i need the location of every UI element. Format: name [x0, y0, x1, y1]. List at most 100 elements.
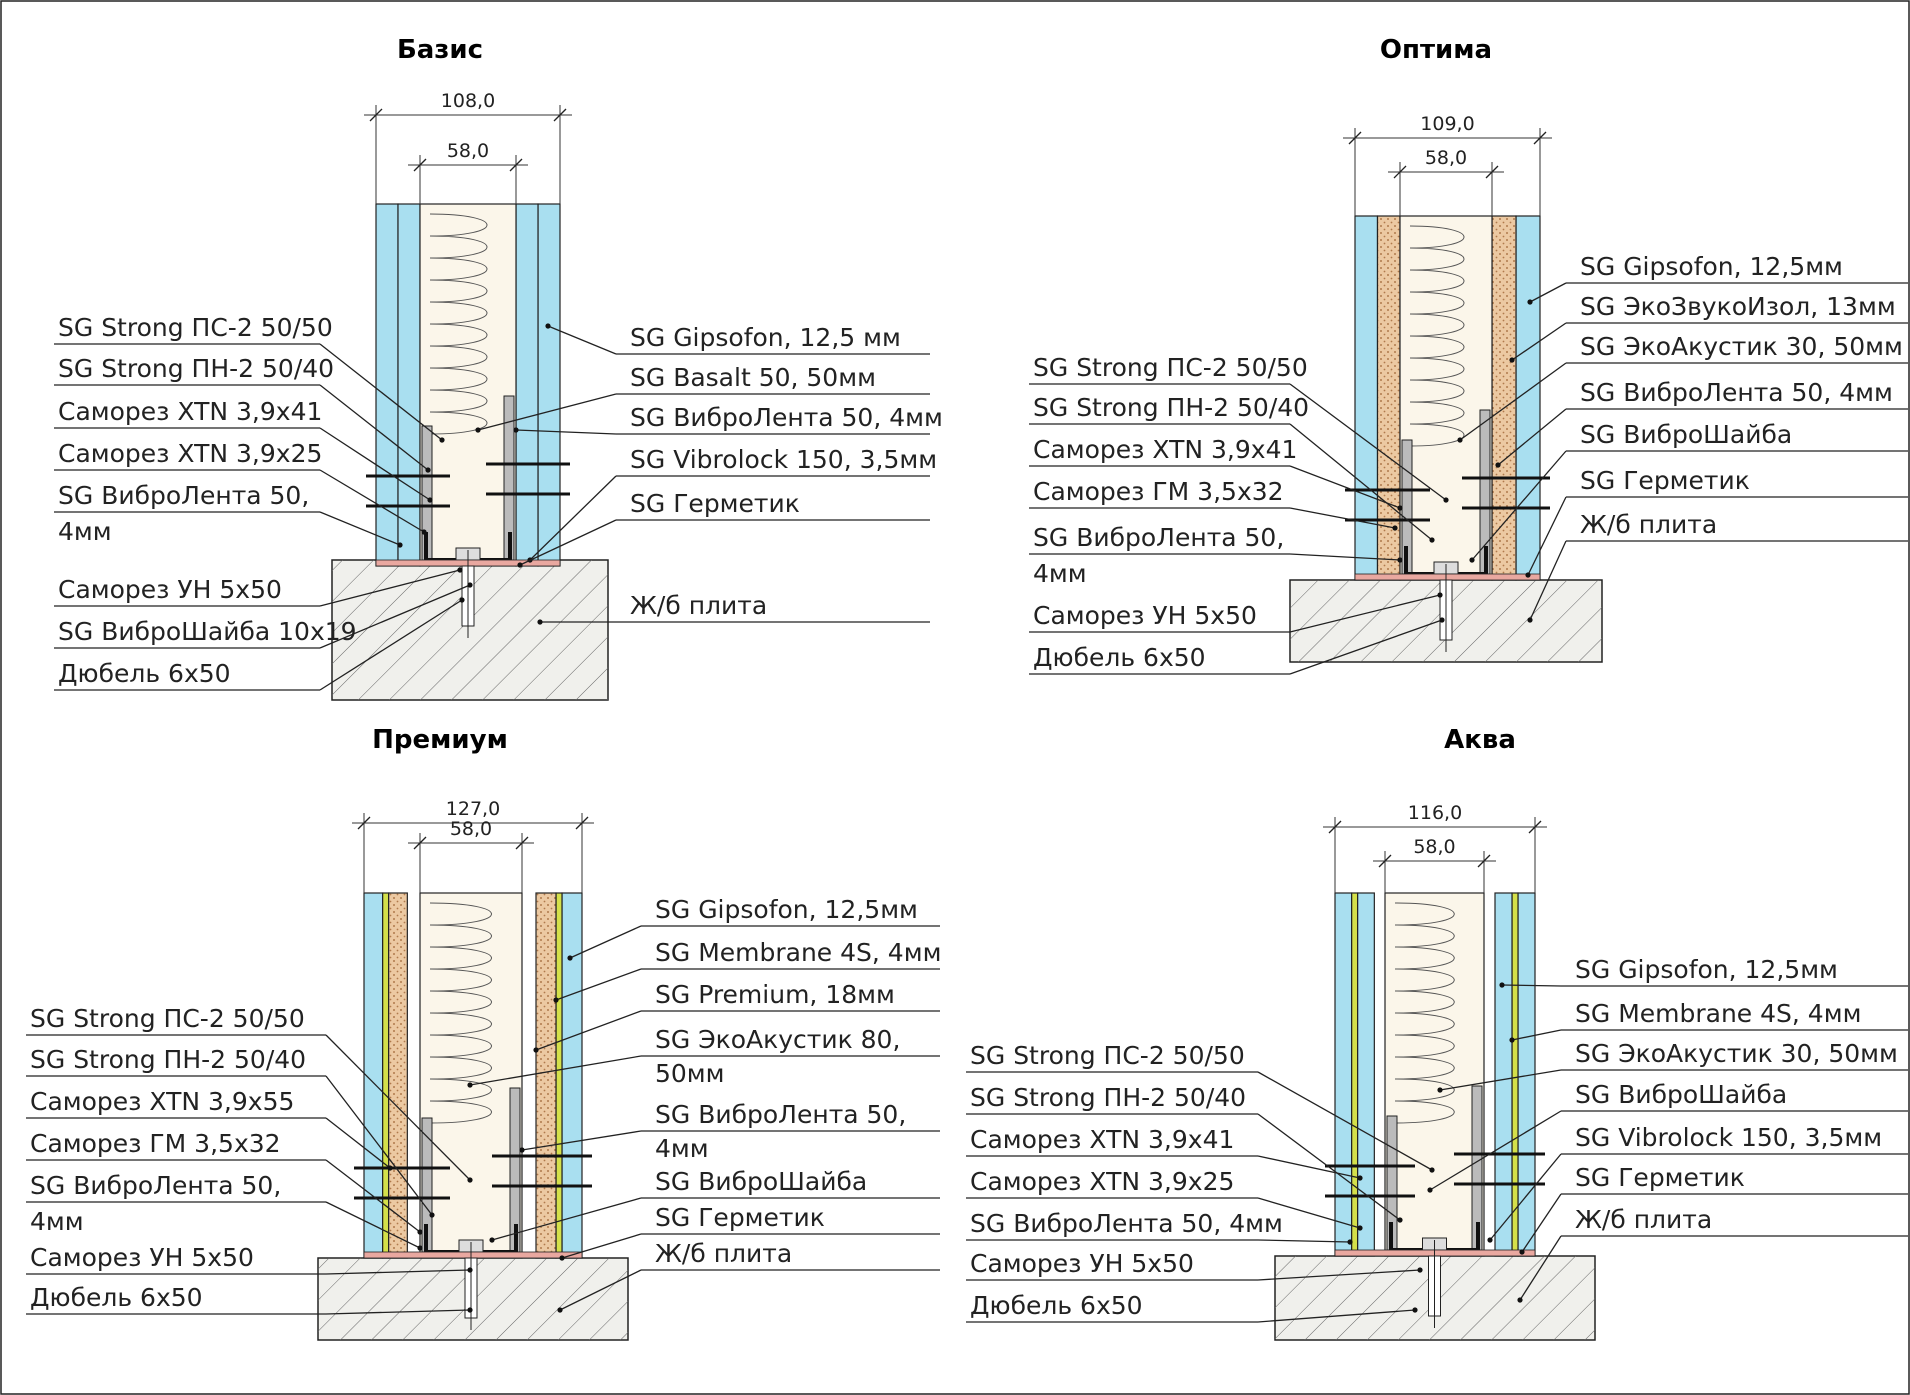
wool-pattern	[429, 213, 488, 435]
callout-label-left: SG Strong ПН-2 50/40	[970, 1083, 1246, 1112]
dimension-tick	[413, 836, 427, 850]
callout-label-left: SG Strong ПН-2 50/40	[30, 1045, 306, 1074]
callout-leader	[325, 1269, 471, 1275]
wall-layer	[1494, 892, 1513, 1257]
leader-dot	[489, 1237, 495, 1243]
callout-label-left: Саморез УН 5x50	[1033, 601, 1257, 630]
dimension-tick	[509, 158, 523, 172]
wall-layer	[1351, 892, 1359, 1257]
callout-leader	[1257, 1309, 1416, 1323]
callout-label-right: SG ЭкоЗвукоИзол, 13мм	[1580, 292, 1896, 321]
leader-dot	[457, 567, 463, 573]
leader-dot	[513, 427, 519, 433]
leader-dot	[1499, 982, 1505, 988]
callout-label-right: SG Gipsofon, 12,5 мм	[630, 323, 901, 352]
callout-leader	[1257, 1239, 1351, 1243]
callout-leader	[1519, 1235, 1562, 1301]
callout-leader	[521, 1130, 642, 1151]
dimension-inner: 58,0	[447, 140, 489, 162]
wall-layer	[1357, 892, 1375, 1257]
wool-pattern	[429, 902, 492, 1124]
callout-label-right: Ж/б плита	[1575, 1205, 1712, 1234]
callout-label-left: Дюбель 6x50	[1033, 643, 1206, 672]
leader-dot	[557, 1307, 563, 1313]
dimension-inner: 58,0	[1413, 836, 1455, 858]
callout-label-left: Саморез ГМ 3,5x32	[1033, 477, 1284, 506]
dimension-total: 109,0	[1420, 113, 1474, 135]
callout-label-right: 4мм	[655, 1134, 709, 1163]
callout-label-right: SG Vibrolock 150, 3,5мм	[1575, 1123, 1882, 1152]
callout-leader	[325, 1309, 471, 1315]
callout-label-right: SG Membrane 4S, 4мм	[655, 938, 941, 967]
leader-dot	[387, 1165, 393, 1171]
callout-leader	[555, 968, 642, 1001]
dimension-inner: 58,0	[450, 818, 492, 840]
callout-label-left: 4мм	[1033, 559, 1087, 588]
callout-leader	[1529, 282, 1567, 303]
wall-layer	[1491, 215, 1517, 581]
dimension-tick	[369, 108, 383, 122]
callout-leader	[319, 584, 471, 649]
callout-leader	[559, 1269, 642, 1311]
callout-label-left: Дюбель 6x50	[58, 659, 231, 688]
leader-dot	[397, 542, 403, 548]
wall-layer	[537, 203, 561, 567]
wall-layer	[375, 203, 399, 567]
leader-dot	[1437, 592, 1443, 598]
callout-leader	[529, 475, 617, 561]
callout-leader	[1471, 450, 1567, 561]
leader-dot	[1527, 299, 1533, 305]
callout-label-left: Дюбель 6x50	[970, 1291, 1143, 1320]
callout-label-right: SG Герметик	[630, 489, 800, 518]
leader-dot	[1443, 497, 1449, 503]
callout-label-right: SG ВиброЛента 50,	[655, 1100, 906, 1129]
callout-label-left: Саморез XTN 3,9x41	[1033, 435, 1297, 464]
leader-dot	[467, 1082, 473, 1088]
dimension-tick	[1485, 165, 1499, 179]
callout-leader	[325, 1117, 391, 1169]
callout-leader	[325, 1075, 433, 1216]
callout-label-right: SG Vibrolock 150, 3,5мм	[630, 445, 937, 474]
dimension-tick	[1348, 131, 1362, 145]
leader-dot	[1429, 1167, 1435, 1173]
callout-leader	[1521, 1193, 1562, 1253]
dimension-tick	[1328, 820, 1342, 834]
callout-label-left: Саморез УН 5x50	[30, 1243, 254, 1272]
dimension-tick	[553, 108, 567, 122]
wall-layer	[561, 892, 583, 1259]
leader-dot	[1519, 1249, 1525, 1255]
leader-dot	[1429, 537, 1435, 543]
callout-leader	[1289, 465, 1401, 509]
callout-leader	[1289, 553, 1401, 561]
leader-dot	[467, 1177, 473, 1183]
callout-leader	[1511, 322, 1567, 361]
leader-dot	[1397, 1217, 1403, 1223]
callout-leader	[1257, 1113, 1401, 1221]
leader-dot	[1427, 1187, 1433, 1193]
wall-layer	[388, 892, 408, 1259]
wall-layer	[555, 892, 563, 1259]
wool-pattern	[1394, 902, 1455, 1124]
dimension-total: 127,0	[446, 798, 500, 820]
callout-label-left: Саморез УН 5x50	[58, 575, 282, 604]
callout-label-left: SG ВиброЛента 50,	[30, 1171, 281, 1200]
leader-dot	[1527, 617, 1533, 623]
callout-leader	[1289, 383, 1447, 501]
callout-label-left: SG Strong ПС-2 50/50	[970, 1041, 1245, 1070]
callout-label-left: 4мм	[30, 1207, 84, 1236]
dimension-tick	[357, 816, 371, 830]
leader-dot	[1439, 617, 1445, 623]
callout-leader	[319, 343, 443, 441]
leader-dot	[567, 955, 573, 961]
callout-label-right: SG ВиброШайба	[655, 1167, 867, 1196]
dimension-total: 116,0	[1408, 802, 1462, 824]
callout-label-left: Саморез УН 5x50	[970, 1249, 1194, 1278]
callout-label-right: 50мм	[655, 1059, 725, 1088]
leader-dot	[417, 1229, 423, 1235]
callout-label-right: SG Premium, 18мм	[655, 980, 895, 1009]
leader-dot	[439, 437, 445, 443]
wall-layer	[535, 892, 557, 1259]
callout-label-left: SG Strong ПН-2 50/40	[1033, 393, 1309, 422]
dimension-tick	[1477, 854, 1491, 868]
leader-dot	[1397, 505, 1403, 511]
